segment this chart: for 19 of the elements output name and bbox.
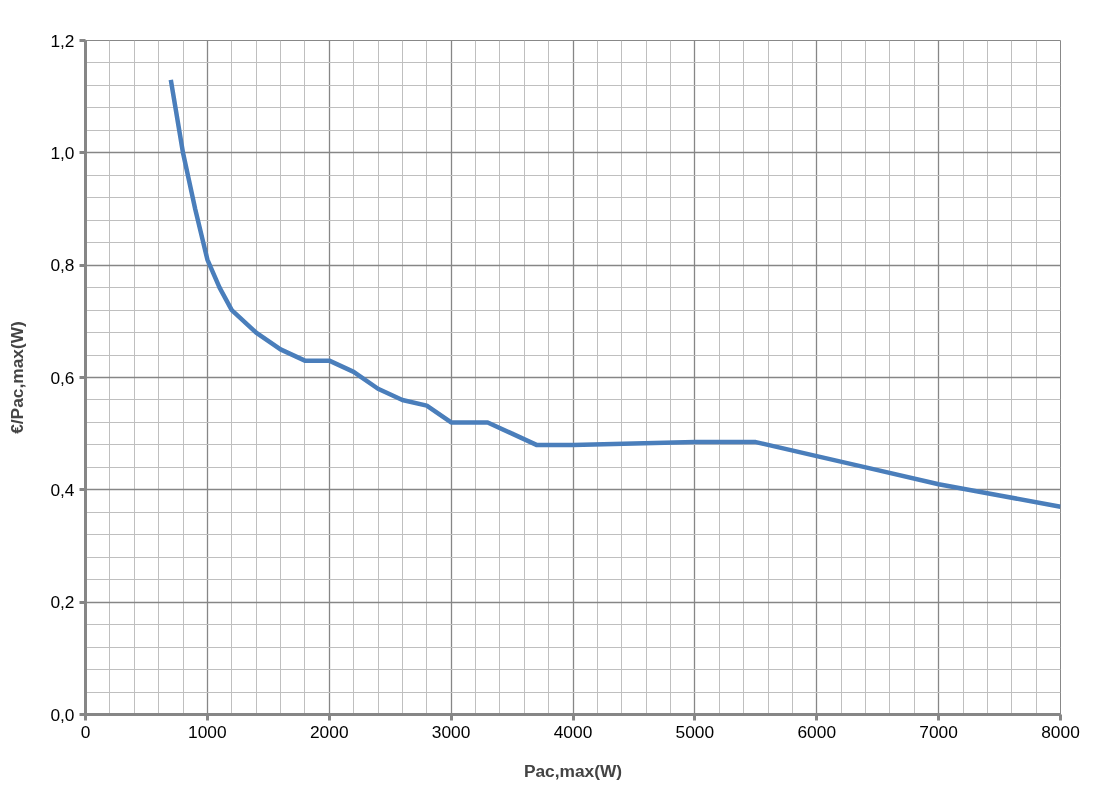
x-tick-label: 0 — [80, 721, 91, 742]
x-tick-label: 7000 — [919, 721, 958, 742]
y-tick-label: 0,6 — [50, 367, 75, 388]
y-tick-label: 1,2 — [50, 30, 75, 51]
x-tick-label: 1000 — [188, 721, 227, 742]
y-tick-label: 0,8 — [50, 255, 75, 276]
x-tick-label: 5000 — [675, 721, 715, 742]
y-tick-label: 0,2 — [50, 592, 75, 613]
y-tick-label: 0,4 — [50, 479, 75, 500]
line-series — [168, 77, 1061, 509]
x-tick-label: 4000 — [553, 721, 593, 742]
x-tick-label: 3000 — [431, 721, 471, 742]
x-tick-label: 8000 — [1041, 721, 1080, 742]
x-tick-label: 2000 — [309, 721, 349, 742]
y-tick-label: 0,0 — [50, 704, 75, 725]
x-axis-title: Pac,max(W) — [523, 760, 623, 781]
y-axis-title: €/Pac,max(W) — [7, 321, 28, 434]
y-tick-label: 1,0 — [50, 142, 75, 163]
x-tick-label: 6000 — [797, 721, 837, 742]
